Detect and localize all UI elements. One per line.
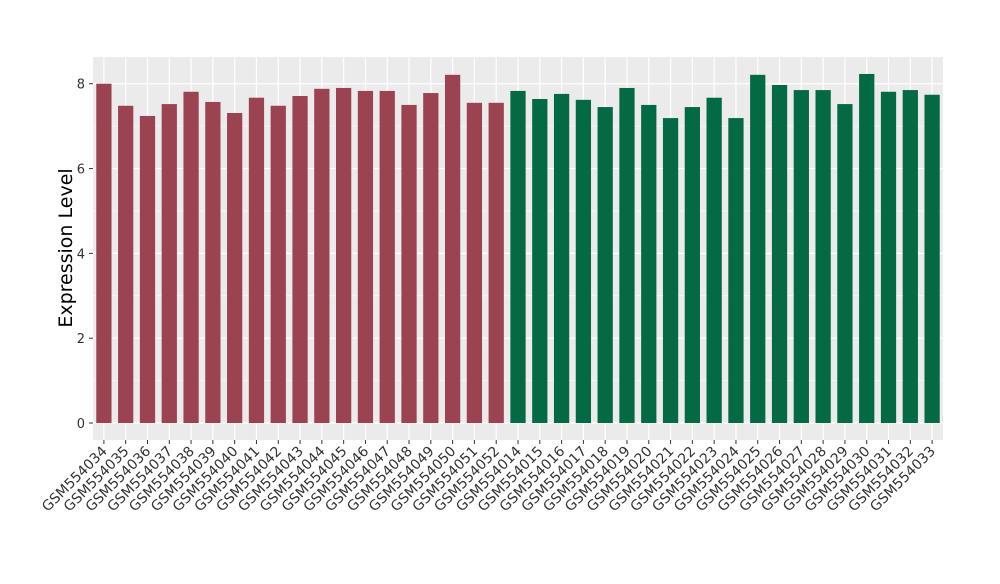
bar xyxy=(270,105,286,424)
bar xyxy=(902,90,918,424)
bar xyxy=(379,90,395,424)
bar xyxy=(597,107,613,424)
bar xyxy=(466,102,483,424)
bar xyxy=(553,93,570,424)
y-tick-label: 2 xyxy=(77,332,85,347)
bar xyxy=(183,91,199,424)
bar xyxy=(510,90,526,424)
bar xyxy=(357,90,374,424)
y-tick-label: 0 xyxy=(77,417,85,432)
y-tick-label: 6 xyxy=(77,163,85,178)
bar xyxy=(139,115,156,424)
bar xyxy=(837,104,853,424)
bar xyxy=(662,118,679,424)
bar xyxy=(793,90,809,424)
bar xyxy=(161,104,177,424)
bar xyxy=(227,112,243,424)
bar xyxy=(859,73,875,424)
bar xyxy=(706,97,722,424)
bar xyxy=(118,105,134,424)
bar xyxy=(815,90,831,424)
bar xyxy=(532,98,548,424)
bar xyxy=(924,94,940,424)
bar xyxy=(336,87,352,424)
bar xyxy=(684,107,700,424)
bar xyxy=(771,84,788,424)
bar xyxy=(423,93,439,424)
bar xyxy=(314,88,330,424)
bar xyxy=(619,87,635,424)
bar xyxy=(750,74,766,424)
bar xyxy=(205,101,221,424)
y-tick-label: 8 xyxy=(77,78,85,93)
y-tick-label: 4 xyxy=(77,247,85,262)
bar xyxy=(292,96,308,424)
bar xyxy=(575,99,592,424)
bar xyxy=(488,102,504,424)
bar xyxy=(444,74,461,424)
bar xyxy=(728,118,744,424)
bar xyxy=(880,91,897,424)
y-axis-title: Expression Level xyxy=(55,168,77,327)
bar xyxy=(248,97,265,424)
bar xyxy=(641,104,657,424)
bar xyxy=(401,104,417,424)
bar xyxy=(96,83,112,424)
